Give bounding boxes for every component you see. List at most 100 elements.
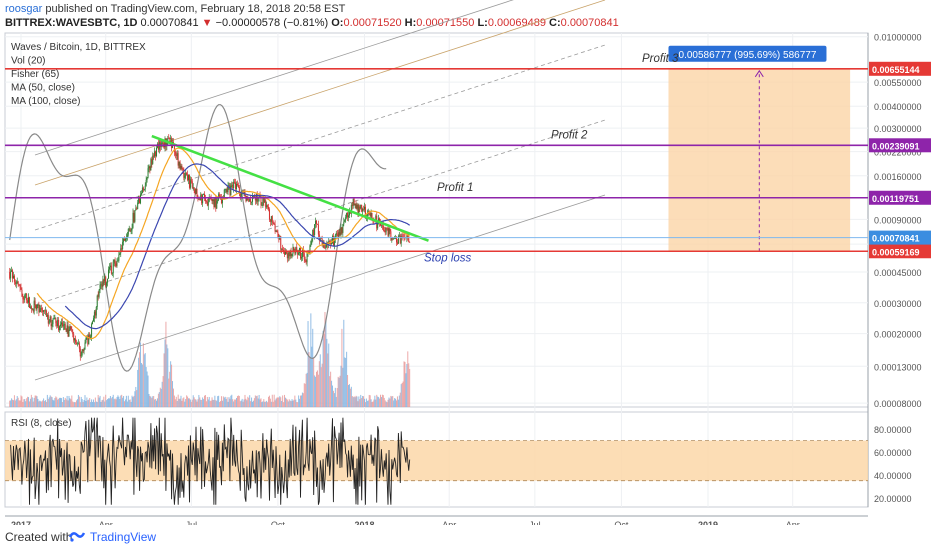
candle-body (53, 318, 55, 320)
volume-bar (299, 398, 301, 407)
candle-body (217, 199, 219, 202)
volume-bar (44, 401, 46, 407)
candle-body (141, 187, 143, 194)
candle-body (173, 144, 175, 152)
volume-bar (52, 399, 54, 407)
time-tick-label: Oct (271, 520, 286, 525)
candle-body (288, 252, 290, 257)
candle-body (224, 189, 226, 191)
candle-body (337, 234, 339, 237)
candle-body (214, 198, 216, 207)
candle-body (12, 275, 14, 279)
candle-body (203, 193, 205, 195)
author-link[interactable]: roosgar (5, 3, 43, 15)
candle-body (60, 324, 62, 327)
candle-body (128, 228, 130, 230)
legend-entry: Vol (20) (11, 56, 45, 67)
candle-body (17, 281, 19, 285)
volume-bar (136, 390, 138, 407)
candle-body (98, 290, 100, 297)
candle-body (379, 218, 381, 223)
candle-body (102, 279, 104, 287)
volume-bar (69, 398, 71, 407)
candle-body (164, 138, 166, 148)
last-price: 0.00070841 (140, 17, 199, 29)
volume-bar (107, 399, 109, 407)
created-with: Created with (5, 530, 73, 544)
volume-bar (175, 396, 177, 407)
candle-body (126, 234, 128, 238)
candle-body (395, 238, 397, 239)
volume-bar (102, 399, 104, 407)
candle-body (181, 165, 183, 169)
volume-bar (253, 398, 255, 407)
volume-bar (286, 399, 288, 407)
volume-bar (156, 398, 158, 407)
volume-bar (60, 397, 62, 407)
candle-body (396, 238, 398, 243)
candle-body (129, 228, 131, 232)
candle-body (204, 198, 206, 202)
candle-body (56, 323, 58, 327)
volume-bar (202, 397, 204, 407)
time-tick-label: 2019 (698, 520, 718, 525)
volume-bar (97, 394, 99, 407)
candle-body (50, 316, 52, 327)
candle-body (28, 297, 30, 308)
volume-bar (162, 376, 164, 407)
candle-body (106, 282, 108, 286)
candle-body (184, 176, 186, 178)
price-tick-label: 0.01000000 (874, 33, 922, 43)
volume-bar (332, 385, 334, 407)
volume-bar (291, 399, 293, 407)
volume-bar (367, 400, 369, 407)
volume-bar (19, 400, 21, 407)
candle-body (196, 188, 198, 197)
candle-body (51, 323, 53, 327)
volume-bar (201, 399, 203, 407)
candle-body (84, 342, 86, 350)
candle-body (152, 155, 154, 164)
candle-body (57, 319, 59, 327)
volume-bar (274, 400, 276, 407)
candle-body (45, 310, 47, 317)
candle-body (189, 180, 191, 188)
candle-body (311, 239, 313, 242)
close-value: 0.00070841 (560, 17, 619, 29)
candle-body (305, 261, 307, 263)
candle-body (303, 253, 305, 260)
tradingview-link[interactable]: TradingView (90, 530, 157, 544)
volume-bar (169, 371, 171, 407)
candle-body (170, 138, 172, 139)
open-value: 0.00071520 (343, 17, 402, 29)
candle-body (108, 269, 110, 279)
volume-bar (138, 357, 140, 407)
volume-bar (309, 357, 311, 407)
volume-bar (329, 376, 331, 407)
volume-bar (73, 402, 75, 407)
candle-body (219, 194, 221, 197)
candle-body (293, 247, 295, 251)
price-level-value: 0.00119751 (872, 194, 919, 204)
volume-bar (401, 383, 403, 407)
volume-bar (56, 397, 58, 407)
volume-bar (276, 397, 278, 407)
price-chart[interactable]: 0.00586777 (995.69%) 586777 0.01000000 0.… (0, 0, 932, 525)
candle-body (225, 189, 227, 190)
volume-bar (371, 402, 373, 407)
candle-body (272, 221, 274, 223)
time-tick-label: Apr (442, 520, 456, 525)
candle-body (281, 248, 283, 250)
candle-body (72, 331, 74, 335)
volume-bar (347, 374, 349, 407)
volume-bar (126, 401, 128, 407)
candle-body (212, 199, 214, 202)
candle-body (238, 186, 240, 193)
volume-bar (404, 361, 406, 407)
volume-bar (48, 397, 50, 407)
volume-bar (399, 392, 401, 407)
regression-channel-line (34, 0, 606, 186)
volume-bar (275, 398, 277, 407)
volume-bar (322, 330, 324, 407)
volume-bar (63, 399, 65, 407)
